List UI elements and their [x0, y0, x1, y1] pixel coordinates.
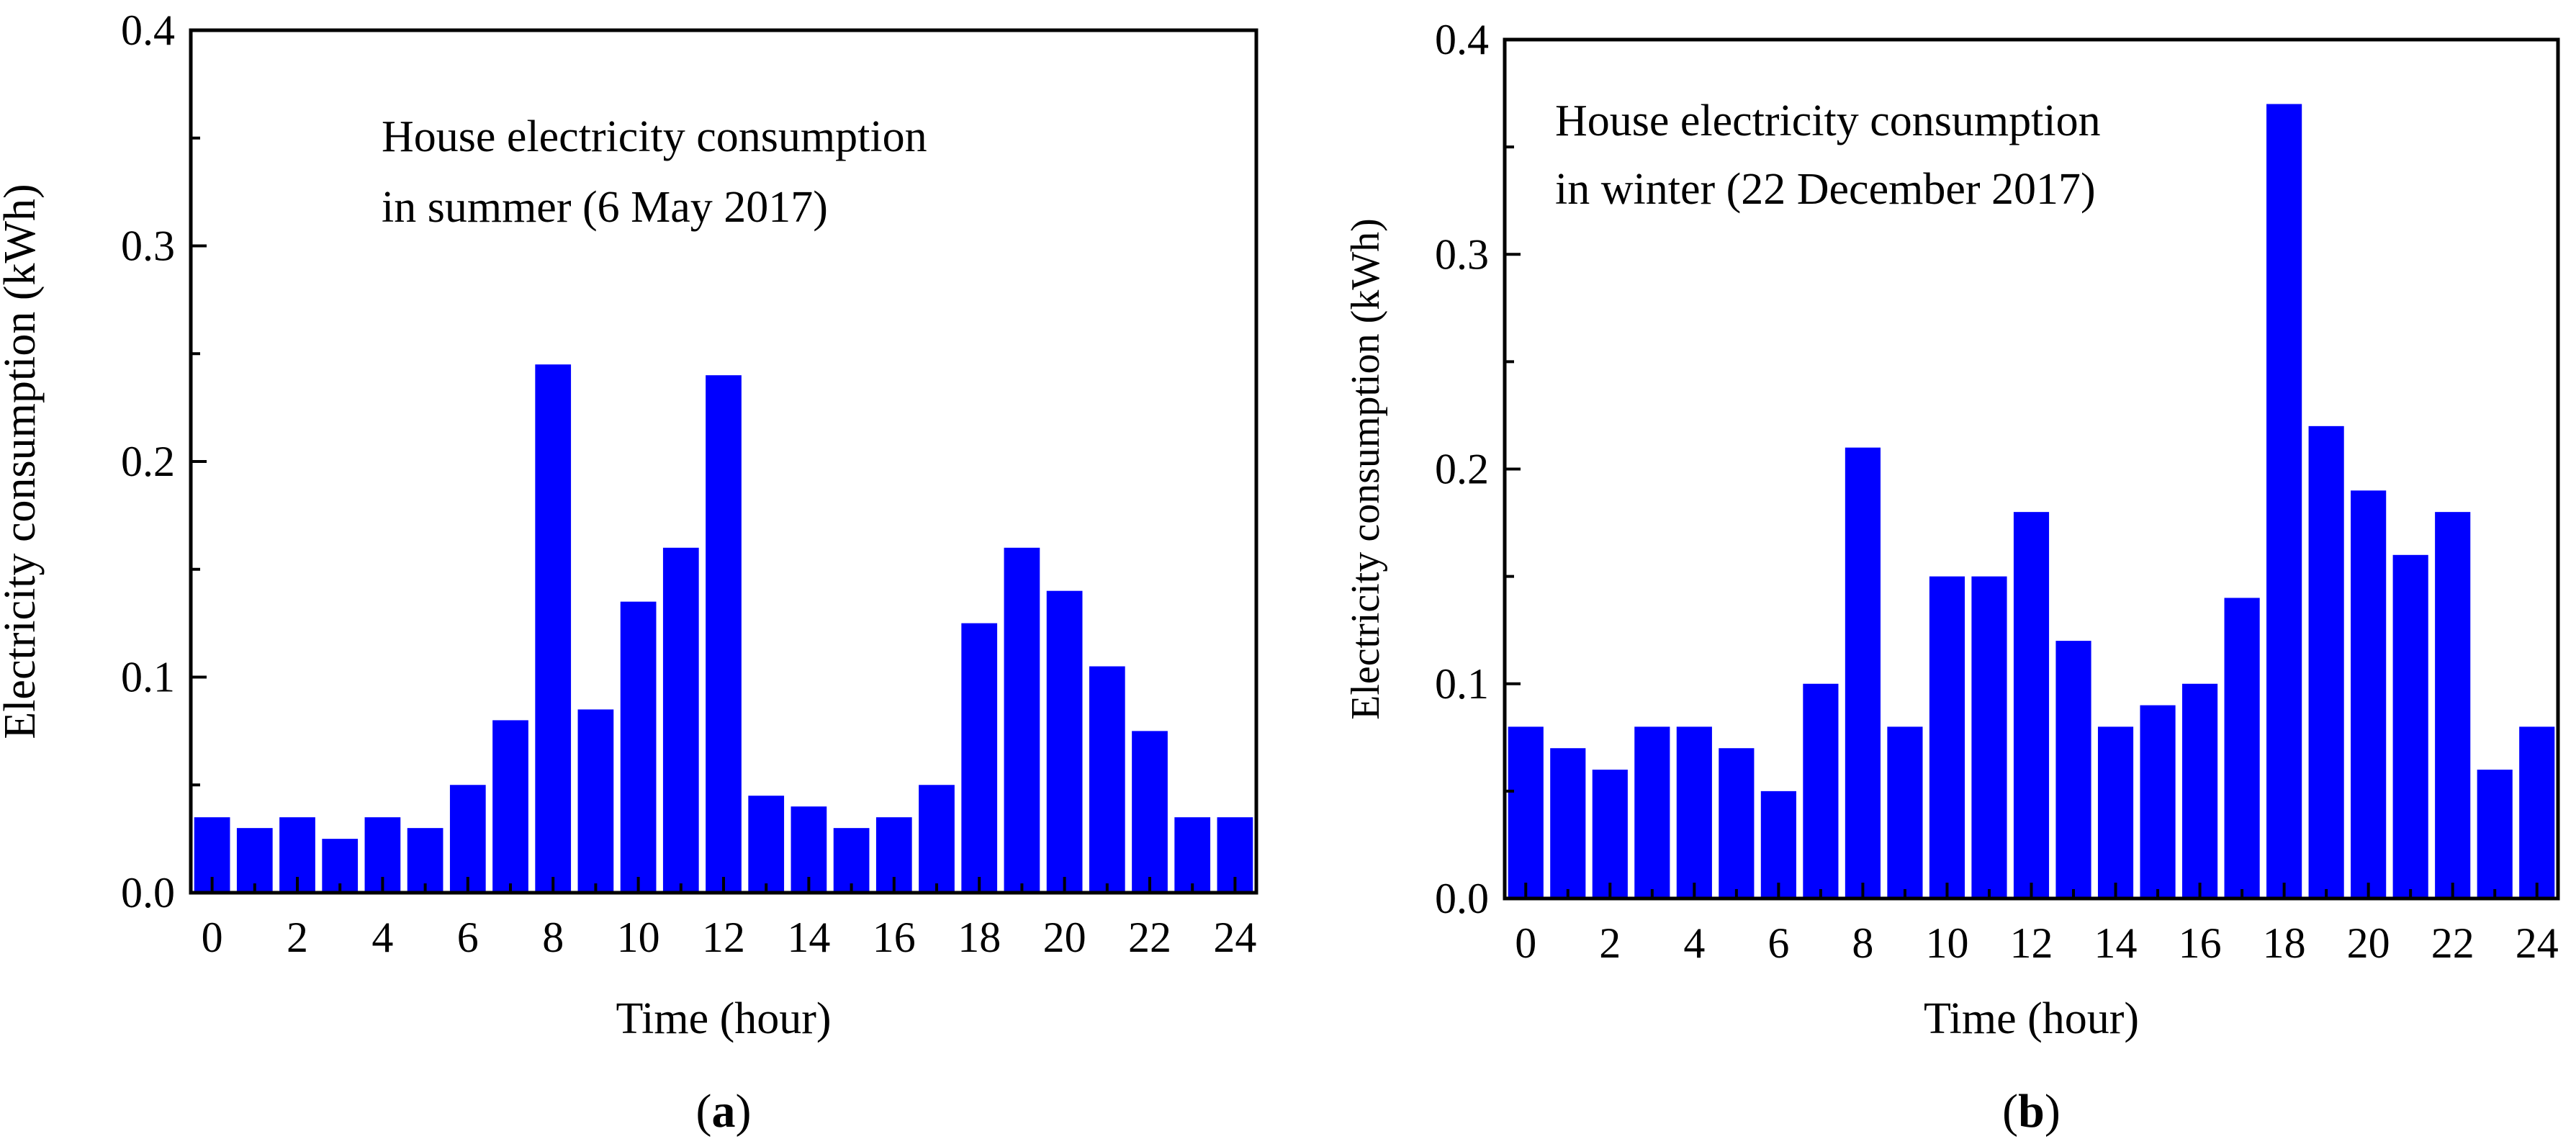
panel-b-bar-hour-23 — [2477, 770, 2513, 898]
panel-b-x-tick-label: 2 — [1599, 919, 1621, 967]
panel-a-chart: 0 2 4 6 8 10 12 14 16 18 20 22 240.00.10.20.30.4Time… — [0, 6, 1258, 1138]
panel-b-bar-hour-19 — [2308, 425, 2344, 898]
panel-a-y-tick-label: 0.1 — [121, 654, 175, 701]
panel-a-x-tick-label: 16 — [873, 914, 916, 961]
panel-b-annotation-line: in winter (22 December 2017) — [1555, 165, 2096, 214]
panel-a-x-tick-label: 20 — [1043, 914, 1086, 961]
panel-b-x-tick-label: 16 — [2179, 919, 2222, 967]
panel-b-bar-hour-13 — [2055, 641, 2091, 898]
panel-a-y-tick-label: 0.0 — [121, 869, 175, 916]
panel-a-y-tick-label: 0.4 — [121, 6, 175, 54]
panel-a-bar-hour-23 — [1174, 817, 1211, 893]
panel-a-bar-hour-13 — [748, 796, 785, 893]
panel-b-bar-hour-11 — [1971, 576, 2007, 898]
panel-b-bar-hour-12 — [2013, 512, 2050, 898]
panel-a-bar-hour-5 — [407, 828, 443, 893]
panel-a-x-tick-label: 10 — [617, 914, 660, 961]
panel-a-panel-label-letter: a — [712, 1085, 736, 1138]
panel-b-x-tick-label: 20 — [2347, 919, 2390, 967]
panel-b-annotation-line: House electricity consumption — [1555, 96, 2101, 145]
panel-a-bar-hour-9 — [577, 709, 614, 893]
panel-b-y-tick-label: 0.0 — [1435, 875, 1489, 922]
panel-b-bar-hour-5 — [1719, 748, 1755, 898]
panel-b-y-tick-label: 0.2 — [1435, 446, 1489, 493]
panel-b-panel-label-open: ( — [2002, 1085, 2018, 1138]
panel-b-x-tick-label: 6 — [1767, 919, 1789, 967]
panel-a-bar-hour-20 — [1046, 590, 1083, 893]
panel-a-x-tick-label: 2 — [287, 914, 308, 961]
panel-b-bar-hour-3 — [1634, 726, 1670, 898]
panel-a-bar-hour-18 — [961, 623, 998, 893]
panel-a-bar-hour-17 — [919, 785, 955, 893]
panel-b-x-tick-label: 24 — [2516, 919, 2559, 967]
panel-a-y-tick-label: 0.3 — [121, 222, 175, 270]
panel-a-bar-hour-6 — [449, 785, 486, 893]
panel-a-annotation-line: in summer (6 May 2017) — [382, 183, 828, 232]
panel-b-x-tick-label: 0 — [1515, 919, 1536, 967]
panel-a-bar-hour-7 — [492, 720, 528, 893]
panel-a-x-tick-label: 18 — [958, 914, 1001, 961]
panel-b-bar-hour-4 — [1676, 726, 1712, 898]
panel-b-y-axis-title: Electricity consumption (kWh) — [1343, 218, 1388, 720]
panel-b-x-tick-label: 22 — [2431, 919, 2474, 967]
panel-a-panel-label-open: ( — [696, 1085, 712, 1138]
panel-a-x-tick-label: 22 — [1128, 914, 1171, 961]
panel-a-x-tick-label: 8 — [542, 914, 564, 961]
panel-a-x-axis-title: Time (hour) — [616, 994, 831, 1043]
panel-b-bar-hour-18 — [2266, 104, 2302, 899]
panel-a-bar-hour-12 — [706, 375, 742, 893]
panel-b-bar-hour-16 — [2182, 683, 2218, 898]
panel-a-panel-label-close: ) — [736, 1085, 752, 1138]
panel-b-bar-hour-21 — [2392, 554, 2428, 898]
panel-a-x-tick-label: 6 — [457, 914, 479, 961]
panel-a-bar-hour-11 — [662, 547, 699, 893]
panel-a-bar-hour-22 — [1132, 731, 1168, 893]
panel-a-x-tick-label: 0 — [202, 914, 223, 961]
panel-a-bar-hour-21 — [1089, 666, 1125, 893]
panel-b-x-axis-title: Time (hour) — [1924, 994, 2139, 1043]
panel-a-y-axis-title: Electricity consumption (kWh) — [0, 184, 45, 739]
panel-a-x-tick-label: 24 — [1213, 914, 1256, 961]
panel-b-bar-hour-14 — [2097, 726, 2134, 898]
panel-b-bar-hour-24 — [2519, 726, 2555, 898]
panel-b-bar-hour-8 — [1845, 447, 1881, 898]
panel-b-x-tick-label: 12 — [2010, 919, 2053, 967]
panel-b-bar-hour-9 — [1887, 726, 1923, 898]
panel-a-bar-hour-10 — [620, 601, 657, 893]
panel-b-bar-hour-22 — [2435, 512, 2471, 898]
panel-b-x-tick-label: 4 — [1683, 919, 1705, 967]
panel-b-y-tick-label: 0.3 — [1435, 230, 1489, 278]
panel-b-x-tick-label: 14 — [2094, 919, 2138, 967]
panel-b-chart: 0 2 4 6 8 10 12 14 16 18 20 22 240.00.10.20.30.4Time… — [1343, 16, 2560, 1138]
panel-a-panel-label: (a) — [696, 1085, 752, 1138]
panel-b-bar-hour-7 — [1803, 683, 1839, 898]
panel-a-bar-hour-15 — [833, 828, 870, 893]
panel-a-bar-hour-8 — [535, 364, 572, 893]
panel-b-x-tick-label: 18 — [2263, 919, 2306, 967]
panel-a-annotation-line: House electricity consumption — [382, 112, 927, 161]
panel-a-bar-hour-19 — [1004, 547, 1040, 893]
panel-a-x-tick-label: 12 — [702, 914, 745, 961]
panel-b-x-tick-label: 8 — [1852, 919, 1873, 967]
panel-b-bar-hour-15 — [2140, 705, 2176, 898]
panel-b-x-tick-label: 10 — [1925, 919, 1968, 967]
panel-b-panel-label-letter: b — [2018, 1085, 2045, 1138]
panel-b-panel-label-close: ) — [2045, 1085, 2061, 1138]
panel-b-bar-hour-10 — [1929, 576, 1965, 898]
panel-a-y-tick-label: 0.2 — [121, 438, 175, 485]
panel-a-bar-hour-1 — [236, 828, 273, 893]
panel-b-panel-label: (b) — [2002, 1085, 2061, 1138]
panel-b-bar-hour-1 — [1550, 748, 1586, 898]
panel-b-bar-hour-20 — [2351, 490, 2387, 898]
panel-b-y-tick-label: 0.4 — [1435, 16, 1489, 63]
panel-b-bar-hour-2 — [1592, 770, 1628, 898]
panel-b-bar-hour-17 — [2224, 598, 2260, 898]
panel-b-bar-hour-6 — [1760, 791, 1796, 898]
panel-a-x-tick-label: 4 — [371, 914, 393, 961]
panel-b-bar-hour-0 — [1508, 726, 1544, 898]
panel-b-y-tick-label: 0.1 — [1435, 660, 1489, 708]
panel-a-x-tick-label: 14 — [787, 914, 830, 961]
